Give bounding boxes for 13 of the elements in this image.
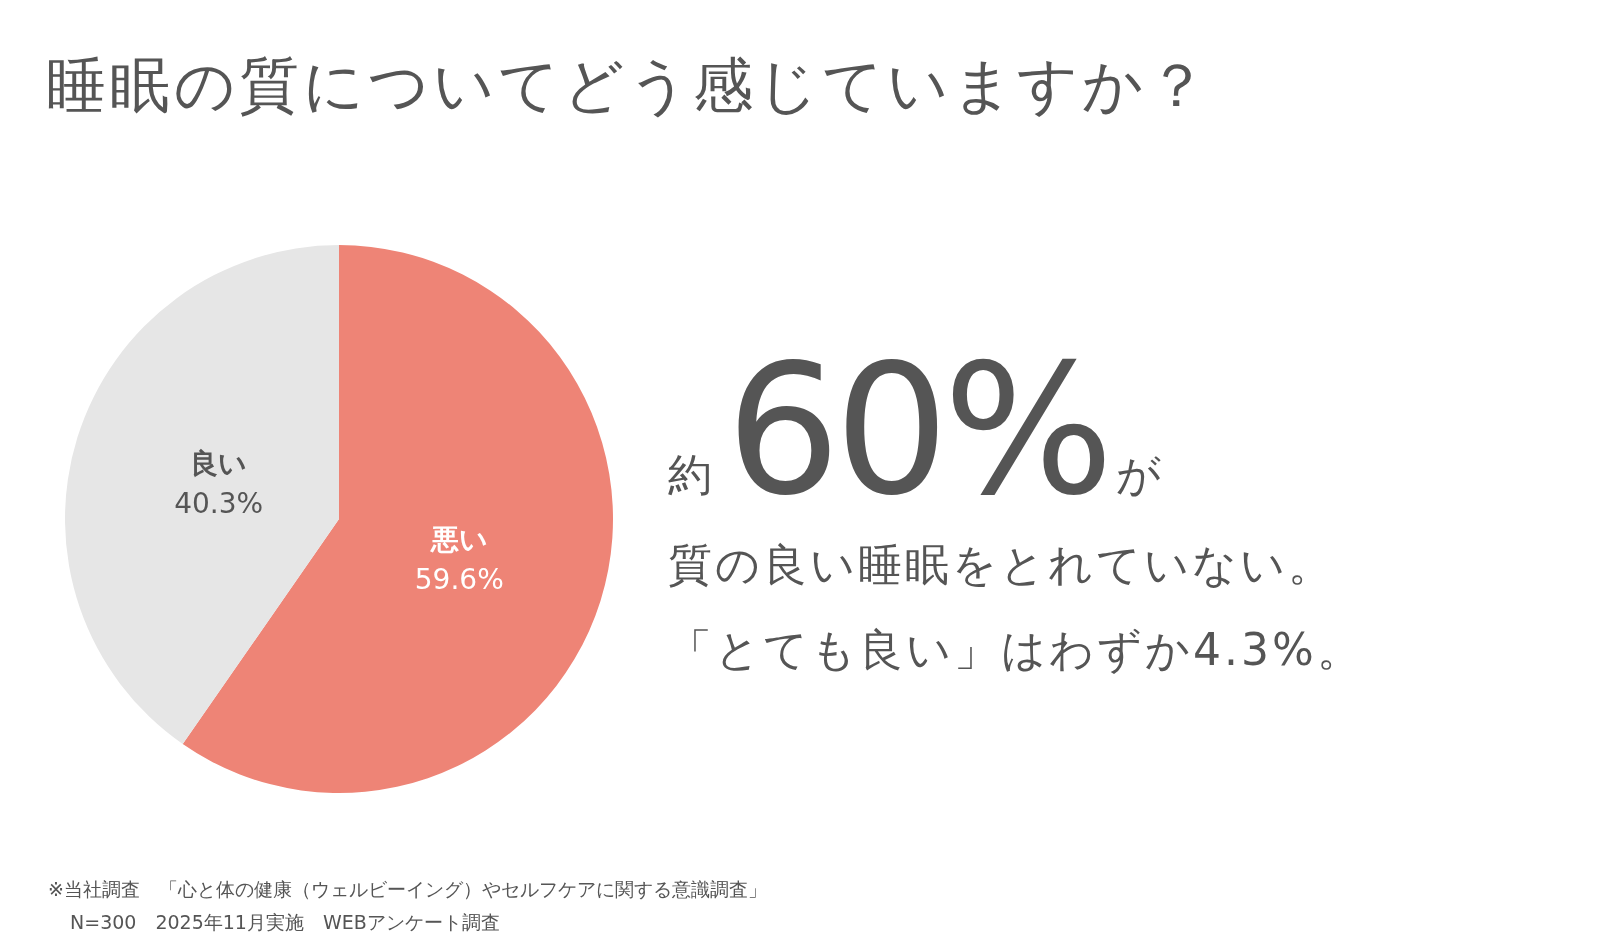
slice-label: 悪い — [429, 522, 488, 556]
text: 約 — [668, 449, 712, 500]
data-label: 59.6% — [414, 562, 504, 596]
text: 質の良い睡眠をとれていない。 — [668, 539, 1335, 590]
slice-label: 良い — [190, 447, 248, 481]
text: ※当社調査 「心と体の健康（ウェルビーイング）やセルフケアに関する意識調査」 — [48, 878, 767, 900]
text: 60% — [726, 325, 1109, 534]
pie-slice — [65, 245, 339, 745]
text: 「とても良い」はわずか4.3%。 — [668, 624, 1364, 675]
text: N=300 2025年11月実施 WEBアンケート調査 — [70, 911, 500, 933]
text: が — [1116, 449, 1162, 500]
data-label: 40.3% — [174, 487, 264, 521]
chart-title: 睡眠の質についてどう感じていますか？ — [46, 50, 1211, 120]
